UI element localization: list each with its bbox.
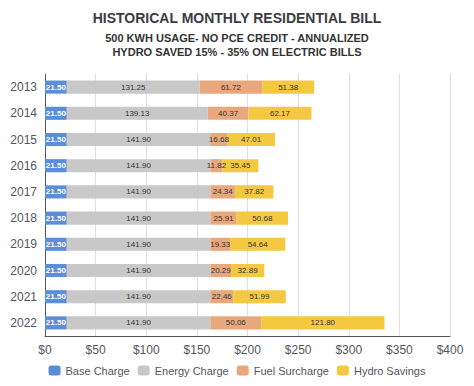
svg-text:35.45: 35.45 <box>230 161 251 170</box>
svg-text:21.50: 21.50 <box>46 83 67 92</box>
svg-text:54.64: 54.64 <box>248 240 269 249</box>
svg-text:62.17: 62.17 <box>270 109 291 118</box>
svg-text:32.89: 32.89 <box>238 266 259 275</box>
svg-text:21.50: 21.50 <box>46 292 67 301</box>
svg-text:50.68: 50.68 <box>252 214 273 223</box>
svg-text:141.90: 141.90 <box>126 266 151 275</box>
svg-text:2017: 2017 <box>10 185 37 199</box>
svg-text:25.91: 25.91 <box>214 214 235 223</box>
svg-text:$350: $350 <box>386 343 413 357</box>
svg-text:$200: $200 <box>234 343 261 357</box>
svg-text:21.50: 21.50 <box>46 266 67 275</box>
svg-text:50.06: 50.06 <box>226 318 247 327</box>
svg-text:139.13: 139.13 <box>125 109 150 118</box>
svg-text:141.90: 141.90 <box>126 214 151 223</box>
svg-text:21.50: 21.50 <box>46 187 67 196</box>
svg-text:121.80: 121.80 <box>311 318 336 327</box>
svg-text:$150: $150 <box>184 343 211 357</box>
svg-text:11.82: 11.82 <box>207 161 227 170</box>
svg-text:21.50: 21.50 <box>46 214 67 223</box>
svg-text:$250: $250 <box>285 343 312 357</box>
svg-text:2019: 2019 <box>10 237 37 251</box>
svg-text:2013: 2013 <box>10 80 37 94</box>
svg-text:2014: 2014 <box>10 106 37 120</box>
svg-text:2020: 2020 <box>10 264 37 278</box>
svg-text:47.01: 47.01 <box>241 135 262 144</box>
svg-text:21.50: 21.50 <box>46 318 67 327</box>
svg-text:141.90: 141.90 <box>126 292 151 301</box>
svg-text:40.37: 40.37 <box>218 109 239 118</box>
svg-text:141.90: 141.90 <box>126 187 151 196</box>
svg-text:$300: $300 <box>335 343 362 357</box>
svg-text:2021: 2021 <box>10 290 37 304</box>
svg-text:20.29: 20.29 <box>211 266 232 275</box>
svg-text:141.90: 141.90 <box>126 135 151 144</box>
svg-text:61.72: 61.72 <box>221 83 242 92</box>
svg-text:$50: $50 <box>86 343 106 357</box>
svg-text:22.46: 22.46 <box>212 292 233 301</box>
svg-text:Energy Charge: Energy Charge <box>155 365 229 377</box>
svg-text:$100: $100 <box>133 343 160 357</box>
svg-text:$0: $0 <box>38 343 52 357</box>
svg-text:37.82: 37.82 <box>244 187 265 196</box>
svg-text:$400: $400 <box>437 343 464 357</box>
svg-text:51.99: 51.99 <box>249 292 270 301</box>
svg-text:2016: 2016 <box>10 159 37 173</box>
svg-text:21.50: 21.50 <box>46 135 67 144</box>
svg-text:141.90: 141.90 <box>126 161 151 170</box>
svg-text:HISTORICAL MONTHLY RESIDENTIAL: HISTORICAL MONTHLY RESIDENTIAL BILL <box>93 10 382 26</box>
svg-text:131.25: 131.25 <box>121 83 146 92</box>
svg-text:16.68: 16.68 <box>209 135 230 144</box>
svg-text:141.90: 141.90 <box>126 318 151 327</box>
svg-text:21.50: 21.50 <box>46 109 67 118</box>
svg-text:21.50: 21.50 <box>46 161 67 170</box>
svg-text:51.38: 51.38 <box>278 83 299 92</box>
svg-text:Base Charge: Base Charge <box>66 365 130 377</box>
svg-text:19.33: 19.33 <box>210 240 231 249</box>
svg-text:141.90: 141.90 <box>126 240 151 249</box>
svg-text:HYDRO SAVED 15% - 35% ON ELECT: HYDRO SAVED 15% - 35% ON ELECTRIC BILLS <box>112 46 361 58</box>
svg-text:Fuel Surcharge: Fuel Surcharge <box>254 365 329 377</box>
svg-text:21.50: 21.50 <box>46 240 67 249</box>
svg-text:2018: 2018 <box>10 211 37 225</box>
svg-text:500 KWH USAGE- NO PCE CREDIT -: 500 KWH USAGE- NO PCE CREDIT - ANNUALIZE… <box>105 32 369 44</box>
svg-text:24.34: 24.34 <box>213 187 234 196</box>
svg-text:2022: 2022 <box>10 316 37 330</box>
svg-text:2015: 2015 <box>10 133 37 147</box>
svg-text:Hydro Savings: Hydro Savings <box>354 365 426 377</box>
